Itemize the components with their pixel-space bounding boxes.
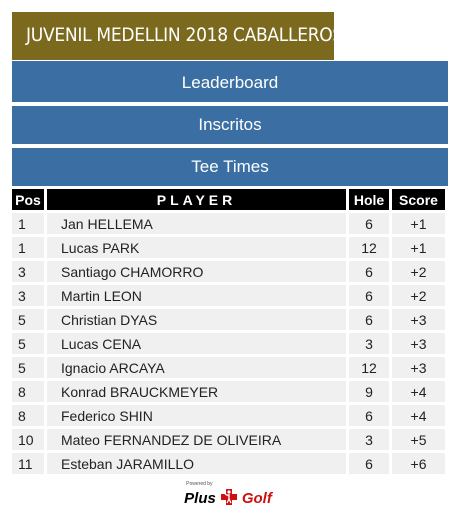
hole-cell: 3 (349, 429, 389, 450)
player-name-cell: Lucas PARK (47, 237, 346, 258)
score-cell: +5 (392, 429, 445, 450)
inscritos-button[interactable]: Inscritos (12, 106, 448, 144)
hole-cell: 6 (349, 261, 389, 282)
table-row[interactable]: 8 Konrad BRAUCKMEYER 9 +4 (12, 381, 445, 402)
leaderboard-table: Pos PLAYER Hole Score 1 Jan HELLEMA 6 +1 1 Lu… (9, 186, 448, 477)
player-name-cell: Ignacio ARCAYA (47, 357, 346, 378)
table-header-row: Pos PLAYER Hole Score (12, 189, 445, 210)
player-name-cell: Konrad BRAUCKMEYER (47, 381, 346, 402)
player-name-cell: Jan HELLEMA (47, 213, 346, 234)
leaderboard-button[interactable]: Leaderboard (12, 61, 448, 102)
player-name-cell: Santiago CHAMORRO (47, 261, 346, 282)
pos-cell: 11 (12, 453, 44, 474)
footer: Powered by Plus Golf (0, 481, 456, 508)
score-cell: +3 (392, 309, 445, 330)
score-cell: +3 (392, 357, 445, 378)
pos-cell: 1 (12, 213, 44, 234)
pos-cell: 3 (12, 285, 44, 306)
pos-cell: 1 (12, 237, 44, 258)
pos-cell: 5 (12, 357, 44, 378)
score-cell: +6 (392, 453, 445, 474)
table-row[interactable]: 3 Martin LEON 6 +2 (12, 285, 445, 306)
table-row[interactable]: 5 Lucas CENA 3 +3 (12, 333, 445, 354)
hole-cell: 6 (349, 453, 389, 474)
column-header-pos: Pos (12, 189, 44, 210)
score-cell: +3 (392, 333, 445, 354)
player-name-cell: Mateo FERNANDEZ DE OLIVEIRA (47, 429, 346, 450)
brand-plus-text: Plus (184, 490, 216, 507)
hole-cell: 9 (349, 381, 389, 402)
golfer-cross-icon (219, 487, 239, 507)
score-cell: +1 (392, 237, 445, 258)
table-row[interactable]: 5 Christian DYAS 6 +3 (12, 309, 445, 330)
player-name-cell: Christian DYAS (47, 309, 346, 330)
leaderboard-rows: 1 Jan HELLEMA 6 +1 1 Lucas PARK 12 +1 3 Santiago … (12, 213, 445, 474)
player-name-cell: Federico SHIN (47, 405, 346, 426)
pos-cell: 5 (12, 309, 44, 330)
powered-by-label: Powered by (186, 481, 213, 487)
score-cell: +2 (392, 285, 445, 306)
hole-cell: 3 (349, 333, 389, 354)
column-header-score: Score (392, 189, 445, 210)
table-row[interactable]: 10 Mateo FERNANDEZ DE OLIVEIRA 3 +5 (12, 429, 445, 450)
table-row[interactable]: 1 Jan HELLEMA 6 +1 (12, 213, 445, 234)
hole-cell: 6 (349, 285, 389, 306)
score-cell: +4 (392, 405, 445, 426)
player-name-cell: Lucas CENA (47, 333, 346, 354)
score-cell: +1 (392, 213, 445, 234)
table-row[interactable]: 8 Federico SHIN 6 +4 (12, 405, 445, 426)
page-title: JUVENIL MEDELLIN 2018 CABALLEROS (12, 12, 334, 60)
hole-cell: 12 (349, 237, 389, 258)
hole-cell: 12 (349, 357, 389, 378)
hole-cell: 6 (349, 213, 389, 234)
score-cell: +4 (392, 381, 445, 402)
table-row[interactable]: 3 Santiago CHAMORRO 6 +2 (12, 261, 445, 282)
table-row[interactable]: 1 Lucas PARK 12 +1 (12, 237, 445, 258)
column-header-hole: Hole (349, 189, 389, 210)
column-header-player: PLAYER (47, 189, 346, 210)
tee-times-button[interactable]: Tee Times (12, 148, 448, 186)
pos-cell: 8 (12, 381, 44, 402)
player-name-cell: Esteban JARAMILLO (47, 453, 346, 474)
hole-cell: 6 (349, 309, 389, 330)
table-row[interactable]: 5 Ignacio ARCAYA 12 +3 (12, 357, 445, 378)
plus-golf-logo: Powered by Plus Golf (184, 481, 272, 507)
brand-golf-text: Golf (241, 490, 272, 507)
player-name-cell: Martin LEON (47, 285, 346, 306)
table-row[interactable]: 11 Esteban JARAMILLO 6 +6 (12, 453, 445, 474)
pos-cell: 3 (12, 261, 44, 282)
score-cell: +2 (392, 261, 445, 282)
pos-cell: 8 (12, 405, 44, 426)
pos-cell: 10 (12, 429, 44, 450)
pos-cell: 5 (12, 333, 44, 354)
hole-cell: 6 (349, 405, 389, 426)
